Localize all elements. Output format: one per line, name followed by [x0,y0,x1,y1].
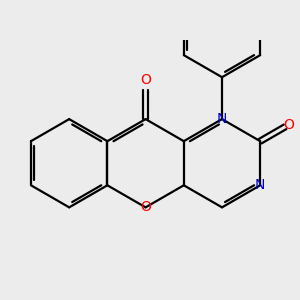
Text: O: O [284,118,294,132]
Text: O: O [140,200,151,214]
Text: N: N [217,112,227,126]
Text: N: N [255,178,266,192]
Text: O: O [140,73,151,87]
